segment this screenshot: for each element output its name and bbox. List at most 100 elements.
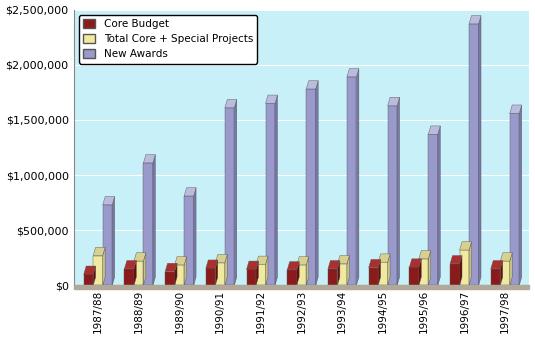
Polygon shape — [469, 242, 471, 285]
Polygon shape — [500, 260, 503, 285]
Bar — [125, 269, 134, 285]
Bar — [306, 89, 316, 285]
Polygon shape — [83, 266, 96, 274]
Bar — [388, 105, 397, 285]
Legend: Core Budget, Total Core + Special Projects, New Awards: Core Budget, Total Core + Special Projec… — [79, 15, 257, 63]
Polygon shape — [297, 257, 309, 265]
Polygon shape — [419, 259, 421, 285]
Bar — [247, 270, 256, 285]
Polygon shape — [328, 260, 340, 269]
Bar — [469, 24, 479, 285]
Polygon shape — [93, 247, 105, 256]
Bar — [265, 103, 275, 285]
Polygon shape — [225, 99, 237, 108]
Polygon shape — [225, 255, 227, 285]
Polygon shape — [194, 188, 196, 285]
Bar — [184, 196, 194, 285]
Polygon shape — [143, 155, 155, 163]
Polygon shape — [378, 259, 380, 285]
Polygon shape — [450, 256, 462, 264]
Polygon shape — [103, 197, 114, 205]
Bar — [369, 268, 378, 285]
Polygon shape — [256, 256, 268, 264]
Polygon shape — [134, 260, 136, 285]
Bar — [460, 250, 469, 285]
Polygon shape — [165, 263, 177, 272]
Bar — [450, 264, 460, 285]
Polygon shape — [397, 97, 400, 285]
Bar — [419, 259, 429, 285]
Polygon shape — [306, 257, 309, 285]
Polygon shape — [460, 242, 471, 250]
Bar — [165, 272, 174, 285]
Polygon shape — [134, 253, 146, 261]
Bar — [174, 265, 184, 285]
Polygon shape — [491, 260, 503, 269]
Polygon shape — [184, 257, 187, 285]
Bar — [500, 261, 510, 285]
Bar — [134, 261, 143, 285]
Bar — [143, 163, 153, 285]
Bar — [73, 285, 530, 288]
Bar — [225, 108, 234, 285]
Bar — [256, 264, 265, 285]
Polygon shape — [265, 256, 268, 285]
Polygon shape — [93, 266, 96, 285]
Polygon shape — [510, 253, 512, 285]
Polygon shape — [316, 81, 318, 285]
Bar — [287, 270, 297, 285]
Bar — [328, 269, 338, 285]
Polygon shape — [388, 97, 400, 105]
Polygon shape — [438, 126, 440, 285]
Polygon shape — [103, 247, 105, 285]
Polygon shape — [112, 197, 114, 285]
Polygon shape — [510, 105, 522, 113]
Polygon shape — [143, 253, 146, 285]
Bar — [338, 264, 347, 285]
Bar — [429, 134, 438, 285]
Polygon shape — [297, 262, 299, 285]
Polygon shape — [388, 254, 390, 285]
Bar — [378, 262, 388, 285]
Polygon shape — [500, 253, 512, 261]
Polygon shape — [174, 257, 187, 265]
Bar — [409, 267, 419, 285]
Polygon shape — [306, 81, 318, 89]
Bar — [93, 256, 103, 285]
Polygon shape — [215, 260, 218, 285]
Bar — [215, 263, 225, 285]
Bar — [103, 205, 112, 285]
Polygon shape — [234, 99, 237, 285]
Polygon shape — [519, 105, 522, 285]
Polygon shape — [369, 259, 380, 268]
Polygon shape — [460, 256, 462, 285]
Bar — [510, 113, 519, 285]
Bar — [491, 269, 500, 285]
Polygon shape — [206, 260, 218, 268]
Polygon shape — [265, 95, 278, 103]
Polygon shape — [469, 16, 481, 24]
Polygon shape — [215, 255, 227, 263]
Polygon shape — [356, 68, 359, 285]
Polygon shape — [409, 259, 421, 267]
Polygon shape — [184, 188, 196, 196]
Bar — [206, 268, 215, 285]
Polygon shape — [256, 261, 258, 285]
Polygon shape — [287, 262, 299, 270]
Polygon shape — [338, 260, 340, 285]
Polygon shape — [275, 95, 278, 285]
Polygon shape — [419, 251, 431, 259]
Bar — [297, 265, 306, 285]
Polygon shape — [174, 263, 177, 285]
Polygon shape — [347, 256, 349, 285]
Bar — [83, 274, 93, 285]
Bar — [347, 77, 356, 285]
Polygon shape — [479, 16, 481, 285]
Polygon shape — [429, 251, 431, 285]
Polygon shape — [338, 256, 349, 264]
Polygon shape — [247, 261, 258, 270]
Polygon shape — [125, 260, 136, 269]
Polygon shape — [429, 126, 440, 134]
Polygon shape — [378, 254, 390, 262]
Polygon shape — [153, 155, 155, 285]
